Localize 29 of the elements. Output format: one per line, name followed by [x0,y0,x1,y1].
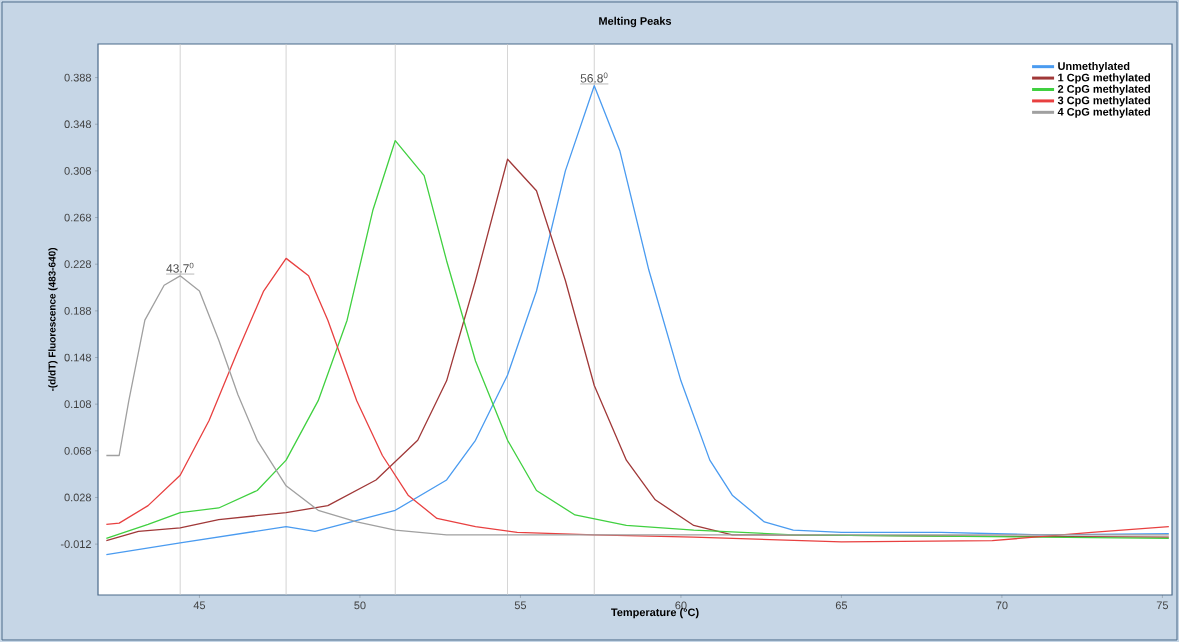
line-series [105,85,1170,556]
legend-label: 1 CpG methylated [1058,73,1150,84]
y-tick-label: 0.268 [64,213,91,222]
legend-label: 4 CpG methylated [1057,107,1150,118]
x-tick-label: 75 [1156,601,1169,610]
y-tick-label: 0.348 [64,120,91,129]
y-tick-label: 0.108 [64,400,91,409]
x-tick-label: 65 [835,601,848,610]
x-tick-label: 45 [193,601,206,610]
annotation: 43.7$^{0}$ [166,262,194,273]
x-axis-title: Temperature (°C) [611,608,699,619]
y-tick-label: 0.388 [64,73,91,82]
y-tick-label: 0.068 [64,446,91,455]
y-tick-label: -0.012 [60,540,91,549]
chart-title: Melting Peaks [599,16,672,28]
annotation: 56.8$^{0}$ [580,72,608,83]
y-tick-label: 0.188 [64,306,91,315]
y-axis-title: -(d/dT) Fluorescence (483-640) [48,248,58,392]
legend-label: Unmethylated [1058,61,1130,73]
x-tick-label: 55 [514,601,527,610]
x-tick-label: 50 [354,601,366,610]
y-tick-label: 0.148 [64,353,91,362]
y-tick-label: 0.028 [64,493,91,502]
y-tick-label: 0.308 [64,167,91,175]
x-tick-label: 60 [675,601,687,610]
y-tick-label: 0.228 [64,260,91,269]
legend-label: 3 CpG methylated [1057,96,1150,107]
legend-label: 2 CpG methylated [1057,84,1150,95]
x-tick-label: 70 [996,601,1008,610]
